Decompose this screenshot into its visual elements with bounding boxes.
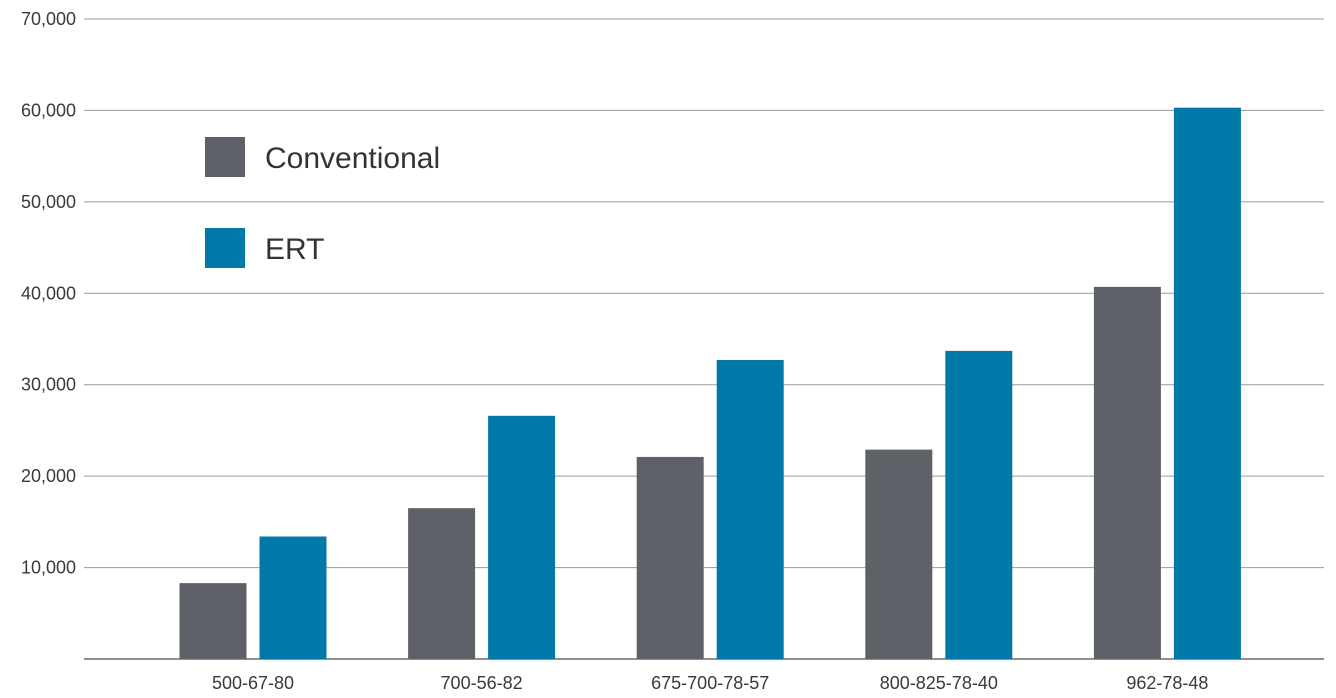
x-tick-label: 675-700-78-57 [651,673,769,693]
bar-ert-0 [259,536,327,659]
x-tick-label: 500-67-80 [212,673,294,693]
y-tick-label: 30,000 [21,375,76,395]
bar-conventional-1 [408,508,476,659]
bars [179,107,1241,659]
legend: Conventional ERT [205,137,440,268]
bar-ert-1 [488,415,556,659]
bar-ert-2 [716,360,784,659]
y-tick-label: 60,000 [21,100,76,120]
y-tick-label: 70,000 [21,9,76,29]
y-tick-label: 10,000 [21,558,76,578]
legend-swatch-ert [205,228,245,268]
y-axis-ticks: 10,000 20,000 30,000 40,000 50,000 60,000 70,0… [21,9,76,578]
legend-swatch-conventional [205,137,245,177]
y-tick-label: 40,000 [21,283,76,303]
bar-conventional-4 [1093,286,1161,659]
x-tick-label: 800-825-78-40 [880,673,998,693]
x-axis-ticks: 500-67-80 700-56-82 675-700-78-57 800-825-7… [212,673,1208,693]
y-tick-label: 50,000 [21,192,76,212]
bar-conventional-0 [179,583,247,659]
x-tick-label: 962-78-48 [1126,673,1208,693]
legend-label-conventional: Conventional [265,142,440,175]
bar-ert-3 [945,350,1013,659]
x-tick-label: 700-56-82 [441,673,523,693]
bar-conventional-3 [865,449,933,659]
y-tick-label: 20,000 [21,466,76,486]
legend-label-ert: ERT [265,233,324,266]
bar-conventional-2 [636,456,704,659]
bar-ert-4 [1173,107,1241,659]
